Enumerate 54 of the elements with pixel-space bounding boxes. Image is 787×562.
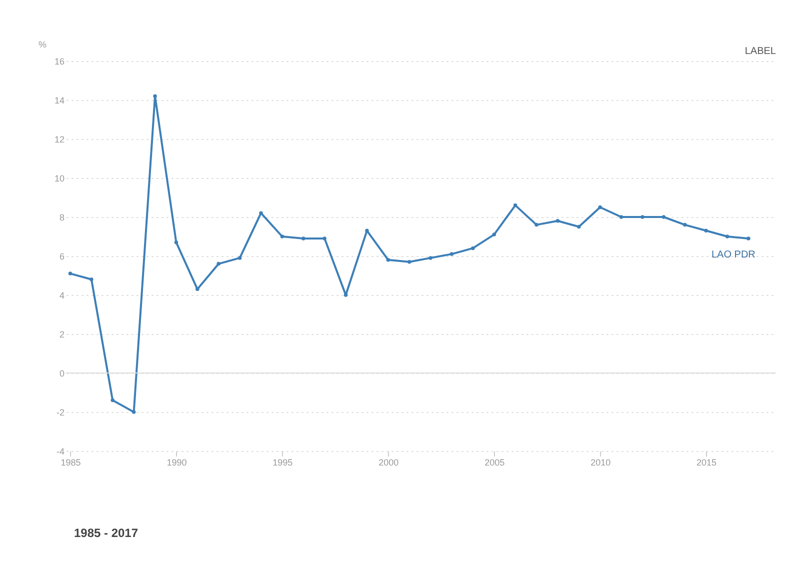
x-tick-label: 1985 xyxy=(60,458,81,468)
y-tick-label: -4 xyxy=(56,446,64,456)
point xyxy=(153,94,157,98)
point xyxy=(344,293,348,297)
x-tick-label: 2010 xyxy=(590,458,611,468)
point xyxy=(90,278,94,282)
y-tick-label: -2 xyxy=(56,408,64,418)
point xyxy=(492,232,496,236)
point xyxy=(428,256,432,260)
y-tick-label: 2 xyxy=(59,330,64,340)
y-tick-label: 0 xyxy=(59,368,64,378)
point xyxy=(450,252,454,256)
y-tick-label: 12 xyxy=(54,134,64,144)
point xyxy=(598,205,602,210)
y-tick-label: 10 xyxy=(54,174,64,184)
y-tick-label: 8 xyxy=(59,212,64,222)
y-axis-title: % xyxy=(38,40,47,50)
point xyxy=(619,215,624,219)
y-tick-label: 6 xyxy=(59,252,64,262)
y-tick-label: 4 xyxy=(59,290,64,300)
x-tick-label: 2015 xyxy=(696,458,717,468)
x-tick-label: 1995 xyxy=(272,458,293,468)
point xyxy=(746,236,750,240)
x-tick-label: 2005 xyxy=(484,458,505,468)
text: 1985 - 2017 xyxy=(74,526,138,540)
point xyxy=(386,258,390,262)
point xyxy=(682,222,687,227)
point xyxy=(110,398,114,402)
point xyxy=(662,215,666,219)
point xyxy=(238,256,242,260)
point xyxy=(322,236,326,240)
point xyxy=(640,215,644,219)
point xyxy=(534,222,538,227)
point xyxy=(302,236,306,240)
point xyxy=(174,240,178,244)
y-tick-label: 16 xyxy=(54,56,64,66)
x-tick-label: 1990 xyxy=(166,458,187,468)
point xyxy=(68,272,72,276)
point xyxy=(280,234,284,238)
point xyxy=(513,203,518,208)
point xyxy=(725,234,730,238)
x-tick-label: 2000 xyxy=(378,458,399,468)
text: LABEL xyxy=(744,46,776,57)
point xyxy=(577,224,581,229)
point xyxy=(196,287,200,292)
point xyxy=(407,260,412,264)
point xyxy=(556,219,560,223)
y-tick-label: 14 xyxy=(54,96,64,106)
series-label: LAO PDR xyxy=(711,249,756,260)
point xyxy=(704,228,708,233)
point xyxy=(471,246,475,250)
point xyxy=(132,410,136,414)
point xyxy=(216,262,220,266)
point xyxy=(259,211,263,215)
